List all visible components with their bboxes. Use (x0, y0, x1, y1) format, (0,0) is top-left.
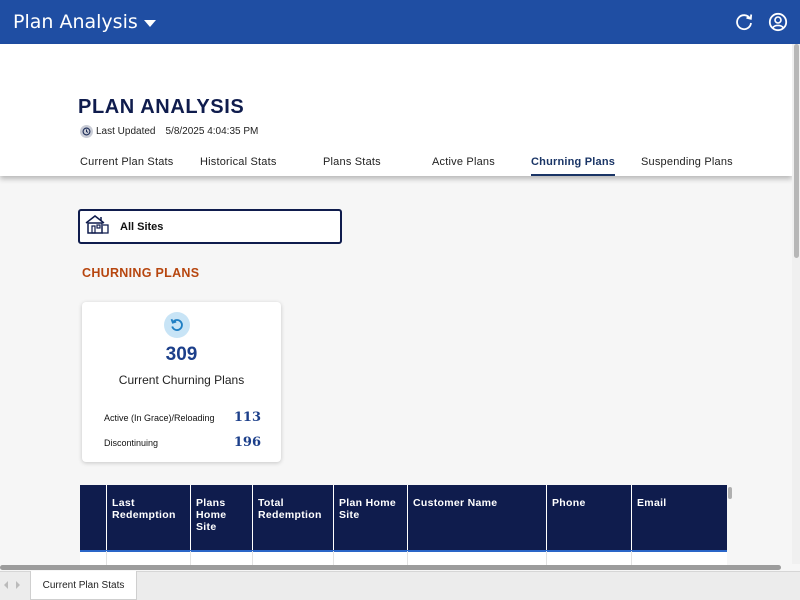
stat-row-label: Discontinuing (104, 437, 159, 448)
stat-row-discontinuing: Discontinuing 196 (104, 435, 261, 450)
table-column-divider (546, 551, 547, 565)
refresh-icon (164, 312, 190, 338)
table-header-cell[interactable]: Email (631, 485, 727, 551)
tab-historical-stats[interactable]: Historical Stats (200, 156, 277, 168)
table-header-cell[interactable]: Customer Name (407, 485, 547, 551)
app-title-dropdown[interactable]: Plan Analysis (0, 11, 156, 33)
caret-down-icon (143, 19, 156, 27)
refresh-icon[interactable] (734, 12, 754, 32)
table-header-underline (80, 550, 727, 552)
table-scrollbar-thumb[interactable] (728, 487, 732, 499)
app-title: Plan Analysis (13, 11, 138, 33)
vertical-scrollbar-thumb[interactable] (794, 44, 799, 258)
page-title: PLAN ANALYSIS (78, 96, 245, 118)
sheet-tab-bar: Current Plan Stats (0, 571, 800, 600)
chevron-right-icon[interactable] (16, 581, 20, 589)
house-icon (84, 213, 110, 240)
site-selector-label: All Sites (120, 220, 164, 233)
table-column-divider (252, 551, 253, 565)
stat-label: Current Churning Plans (118, 373, 245, 387)
horizontal-scrollbar-thumb[interactable] (0, 565, 781, 570)
vertical-scrollbar-track[interactable] (792, 44, 800, 564)
sheet-tab-current-plan-stats[interactable]: Current Plan Stats (30, 571, 137, 600)
stat-row-value: 196 (233, 435, 261, 450)
tab-plans-stats[interactable]: Plans Stats (323, 156, 381, 168)
table-column-divider (631, 551, 632, 565)
table-header-cell[interactable]: Phone (546, 485, 632, 551)
stat-total: 309 (165, 344, 198, 365)
table-header-cell[interactable]: Plan Home Site (333, 485, 407, 551)
tab-current-plan-stats[interactable]: Current Plan Stats (80, 156, 174, 168)
tab-active-plans[interactable]: Active Plans (432, 156, 495, 168)
table-header-cell[interactable]: Plans Home Site (190, 485, 252, 551)
stat-row-active: Active (In Grace)/Reloading 113 (104, 410, 261, 425)
table-column-divider (106, 551, 107, 565)
table-column-divider (333, 551, 334, 565)
last-updated-value: 5/8/2025 4:04:35 PM (165, 126, 259, 137)
table-header-cell[interactable]: Last Redemption (106, 485, 190, 551)
last-updated: Last Updated 5/8/2025 4:04:35 PM (80, 125, 258, 138)
sheet-nav (4, 581, 20, 589)
table-header: Last Redemption Plans Home Site Total Re… (80, 485, 727, 551)
user-account-icon[interactable] (768, 12, 788, 32)
site-selector[interactable]: All Sites (78, 209, 342, 244)
last-updated-label: Last Updated (96, 126, 156, 137)
stat-row-value: 113 (233, 410, 261, 425)
section-title: CHURNING PLANS (82, 266, 200, 280)
table-header-cell[interactable] (80, 485, 107, 551)
table-column-divider (407, 551, 408, 565)
clock-history-icon (80, 125, 93, 138)
tab-churning-plans[interactable]: Churning Plans (531, 156, 616, 176)
table-header-cell[interactable]: Total Redemption (252, 485, 334, 551)
table-column-divider (190, 551, 191, 565)
header-panel: PLAN ANALYSIS Last Updated 5/8/2025 4:04… (0, 44, 792, 176)
chevron-left-icon[interactable] (4, 581, 8, 589)
tab-suspending-plans[interactable]: Suspending Plans (641, 156, 733, 168)
churning-plans-card: 309 Current Churning Plans Active (In Gr… (82, 302, 281, 462)
churning-plans-table: Last Redemption Plans Home Site Total Re… (80, 485, 727, 565)
stat-row-label: Active (In Grace)/Reloading (104, 412, 215, 423)
top-bar: Plan Analysis (0, 0, 800, 44)
